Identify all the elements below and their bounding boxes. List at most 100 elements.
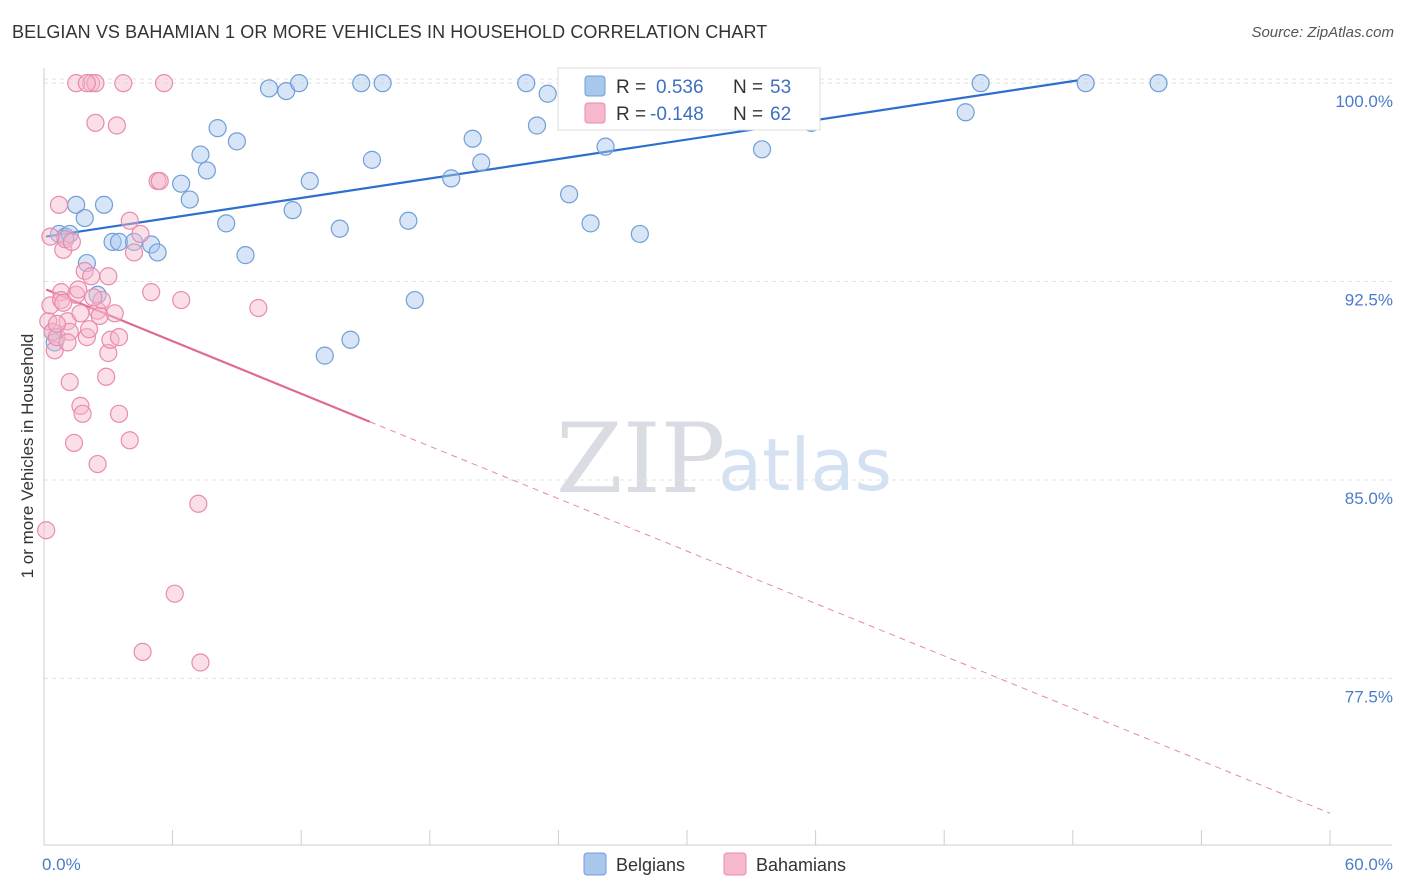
- point-bahamians: [60, 372, 79, 392]
- point-belgians: [227, 132, 246, 151]
- x-tick-label: 0.0%: [42, 855, 81, 874]
- point-bahamians: [124, 243, 144, 262]
- point-belgians: [362, 150, 382, 169]
- point-bahamians: [109, 404, 129, 423]
- point-belgians: [289, 74, 309, 93]
- point-belgians: [752, 140, 772, 159]
- point-belgians: [208, 119, 227, 138]
- point-bahamians: [154, 74, 174, 93]
- point-bahamians: [131, 224, 150, 244]
- chart-title: BELGIAN VS BAHAMIAN 1 OR MORE VEHICLES I…: [12, 22, 768, 42]
- point-belgians: [373, 74, 392, 93]
- point-belgians: [1076, 74, 1095, 93]
- point-bahamians: [189, 494, 208, 513]
- legend-n-value-bahamians: 62: [770, 104, 791, 125]
- point-belgians: [472, 153, 491, 172]
- legend-swatch-bahamians: [584, 102, 606, 124]
- point-belgians: [94, 195, 114, 214]
- axes: [43, 68, 1392, 846]
- point-bahamians: [142, 283, 161, 302]
- point-belgians: [527, 116, 547, 135]
- point-belgians: [463, 129, 482, 148]
- y-tick-label: 85.0%: [1345, 489, 1393, 508]
- point-belgians: [405, 290, 424, 310]
- point-bahamians: [109, 328, 129, 347]
- point-bahamians: [49, 195, 69, 214]
- point-bahamians: [120, 211, 139, 230]
- point-bahamians: [172, 290, 191, 310]
- point-belgians: [330, 219, 349, 238]
- point-belgians: [971, 74, 990, 93]
- bottom-legend-swatch-belgians: [583, 852, 607, 876]
- trend-line-extension-bahamians: [369, 421, 1331, 814]
- trend-lines: [45, 79, 1331, 814]
- point-belgians: [956, 103, 975, 122]
- point-belgians: [197, 161, 216, 180]
- point-belgians: [596, 137, 615, 156]
- point-bahamians: [73, 404, 92, 423]
- point-belgians: [103, 232, 122, 251]
- point-belgians: [217, 214, 236, 233]
- data-points: [37, 74, 1168, 672]
- legend-r-label-belgians: R =: [616, 77, 646, 98]
- point-belgians: [148, 243, 167, 262]
- point-belgians: [517, 74, 536, 93]
- point-belgians: [259, 79, 279, 98]
- point-bahamians: [99, 267, 118, 286]
- point-belgians: [538, 84, 557, 103]
- bottom-legend: Belgians Bahamians: [583, 852, 846, 876]
- legend-swatch-belgians: [584, 75, 606, 97]
- point-belgians: [300, 171, 319, 191]
- point-bahamians: [191, 653, 210, 672]
- point-bahamians: [99, 343, 118, 363]
- point-bahamians: [77, 74, 96, 93]
- point-bahamians: [249, 298, 268, 318]
- point-bahamians: [120, 431, 139, 450]
- legend: R = 0.536 N = 53 R = -0.148 N = 62: [557, 67, 821, 131]
- bottom-legend-swatch-bahamians: [723, 852, 747, 876]
- legend-r-value-bahamians: -0.148: [650, 104, 704, 125]
- point-belgians: [180, 190, 199, 209]
- point-bahamians: [90, 306, 109, 326]
- y-tick-labels: 100.0% 92.5% 85.0% 77.5%: [1335, 92, 1393, 706]
- point-bahamians: [88, 454, 107, 474]
- point-belgians: [442, 169, 461, 188]
- point-bahamians: [82, 74, 101, 93]
- point-bahamians: [84, 288, 103, 307]
- point-bahamians: [47, 314, 66, 333]
- point-belgians: [352, 74, 371, 93]
- point-bahamians: [62, 232, 81, 251]
- watermark-atlas: atlas: [718, 423, 892, 507]
- point-bahamians: [97, 367, 116, 386]
- y-tick-label: 92.5%: [1345, 291, 1393, 310]
- point-belgians: [581, 214, 600, 233]
- point-belgians: [75, 208, 94, 228]
- y-tick-label: 100.0%: [1335, 92, 1393, 111]
- point-bahamians: [165, 584, 184, 603]
- point-belgians: [236, 246, 255, 265]
- trend-line-bahamians: [45, 288, 371, 423]
- y-axis-label: 1 or more Vehicles in Household: [18, 334, 37, 579]
- legend-r-value-belgians: 0.536: [656, 77, 704, 98]
- point-belgians: [191, 145, 210, 164]
- bottom-legend-label-bahamians: Bahamians: [756, 855, 846, 875]
- legend-n-value-belgians: 53: [770, 77, 791, 98]
- watermark: ZIP atlas: [556, 403, 892, 515]
- point-belgians: [315, 346, 334, 365]
- point-bahamians: [41, 227, 60, 246]
- point-belgians: [109, 232, 129, 251]
- point-belgians: [283, 201, 302, 220]
- x-tick-label: 60.0%: [1345, 855, 1393, 874]
- y-tick-label: 77.5%: [1345, 687, 1393, 706]
- legend-n-label-belgians: N =: [733, 77, 763, 98]
- point-bahamians: [67, 74, 86, 93]
- point-bahamians: [105, 304, 124, 323]
- point-belgians: [399, 211, 418, 230]
- bottom-legend-label-belgians: Belgians: [616, 855, 685, 875]
- point-bahamians: [107, 116, 126, 135]
- point-bahamians: [37, 521, 56, 540]
- point-belgians: [341, 330, 360, 349]
- point-bahamians: [54, 293, 73, 312]
- point-bahamians: [64, 433, 84, 453]
